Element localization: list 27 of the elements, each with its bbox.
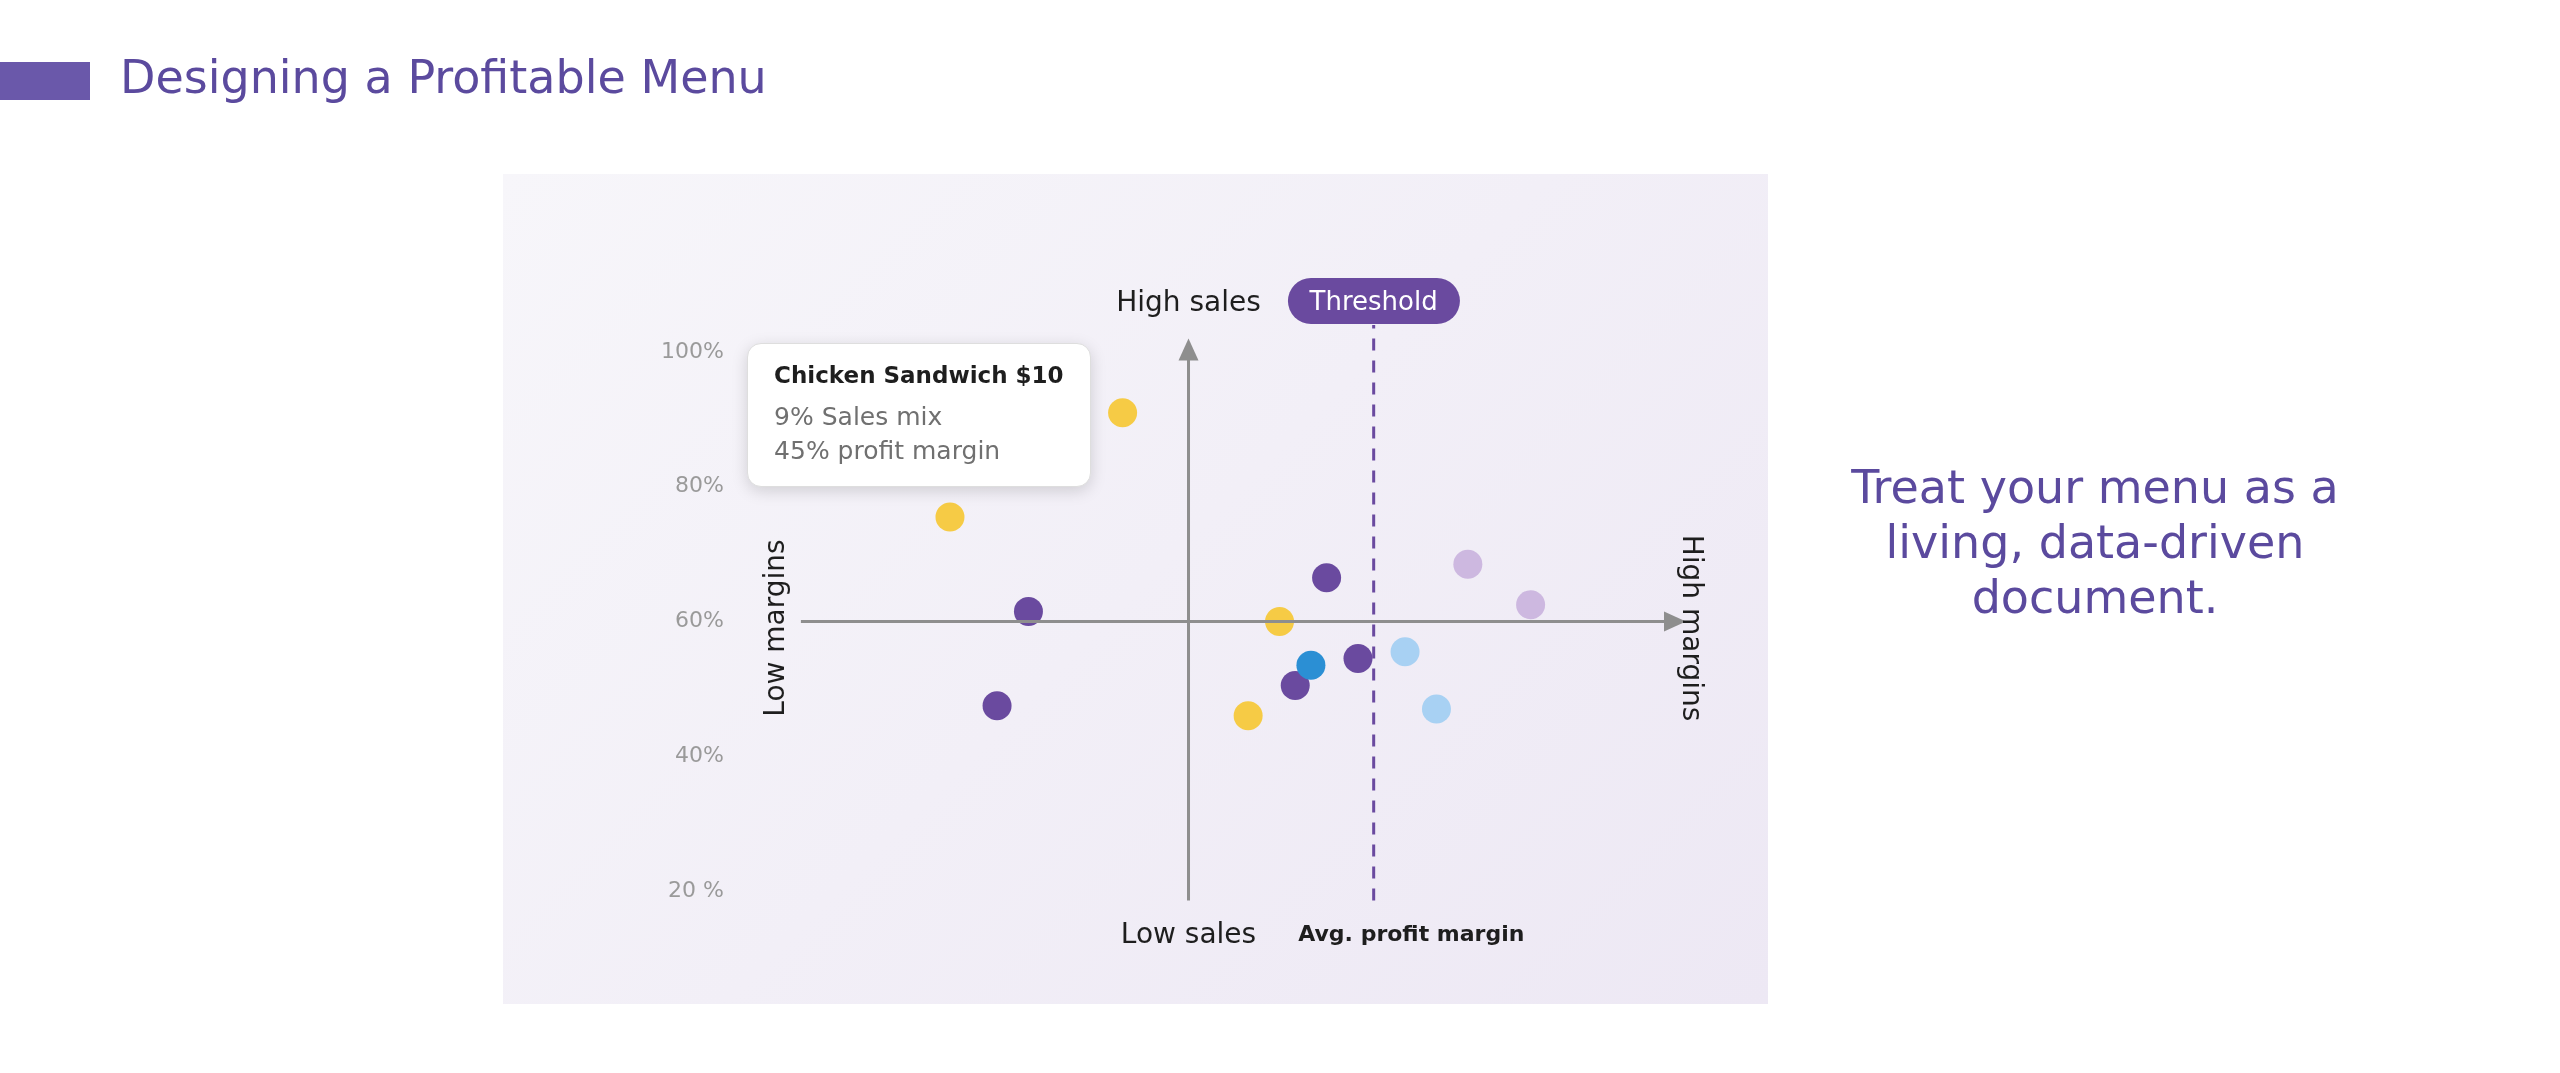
text: Threshold: [1287, 277, 1460, 324]
point: [1390, 637, 1420, 667]
y-tick-label: 80%: [674, 472, 724, 498]
point: [1516, 590, 1546, 620]
point: [1343, 644, 1373, 674]
text: High sales: [1116, 284, 1261, 318]
y-tick-label: 40%: [674, 741, 724, 767]
point: [935, 502, 965, 532]
text: Treat your menu as a living, data-driven document.: [1850, 460, 2340, 626]
text: High margins: [1675, 534, 1709, 722]
point: [1421, 694, 1451, 724]
y-tick-label: 100%: [660, 337, 724, 363]
point: [1453, 549, 1483, 579]
y-tick-label: 60%: [674, 607, 724, 633]
point: [1280, 671, 1310, 701]
text: Avg. profit margin: [1298, 920, 1525, 946]
point: [1233, 701, 1263, 731]
chart-title: Designing a Profitable Menu: [120, 50, 767, 104]
point: [1296, 650, 1326, 680]
point: [1108, 398, 1138, 428]
y-tick-label: 20 %: [667, 876, 724, 902]
text: Low margins: [757, 539, 791, 717]
point: [982, 691, 1012, 721]
text: Low sales: [1120, 916, 1257, 950]
point: [1312, 563, 1342, 593]
point: [1013, 596, 1043, 626]
annotation: Chicken Sandwich $10 9% Sales mix 45% profit margin: [774, 361, 1064, 467]
